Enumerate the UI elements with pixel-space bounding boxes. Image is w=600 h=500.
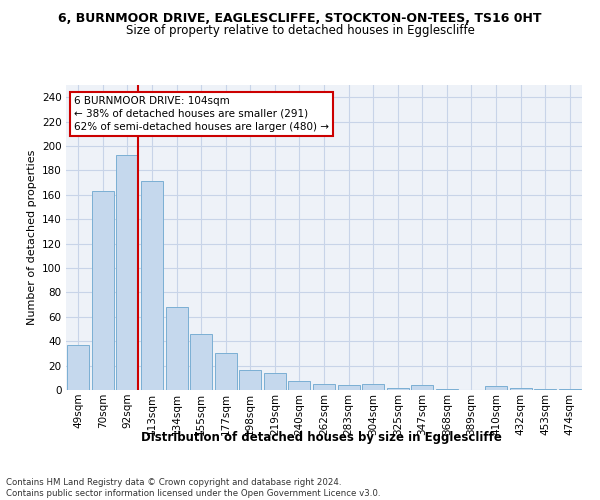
Bar [141,182,163,390]
Y-axis label: Number of detached properties: Number of detached properties [26,150,37,325]
Bar [67,345,89,390]
Bar [485,386,507,390]
Bar [559,389,581,390]
Bar [436,389,458,390]
Bar [534,389,556,390]
Text: Contains HM Land Registry data © Crown copyright and database right 2024.
Contai: Contains HM Land Registry data © Crown c… [6,478,380,498]
Text: Distribution of detached houses by size in Egglescliffe: Distribution of detached houses by size … [140,431,502,444]
Bar [386,388,409,390]
Bar [338,385,359,390]
Bar [411,385,433,390]
Text: Size of property relative to detached houses in Egglescliffe: Size of property relative to detached ho… [125,24,475,37]
Bar [190,334,212,390]
Bar [509,388,532,390]
Text: 6 BURNMOOR DRIVE: 104sqm
← 38% of detached houses are smaller (291)
62% of semi-: 6 BURNMOOR DRIVE: 104sqm ← 38% of detach… [74,96,329,132]
Bar [116,154,139,390]
Bar [313,384,335,390]
Bar [239,370,262,390]
Bar [166,307,188,390]
Text: 6, BURNMOOR DRIVE, EAGLESCLIFFE, STOCKTON-ON-TEES, TS16 0HT: 6, BURNMOOR DRIVE, EAGLESCLIFFE, STOCKTO… [58,12,542,26]
Bar [215,354,237,390]
Bar [264,373,286,390]
Bar [92,191,114,390]
Bar [362,384,384,390]
Bar [289,382,310,390]
